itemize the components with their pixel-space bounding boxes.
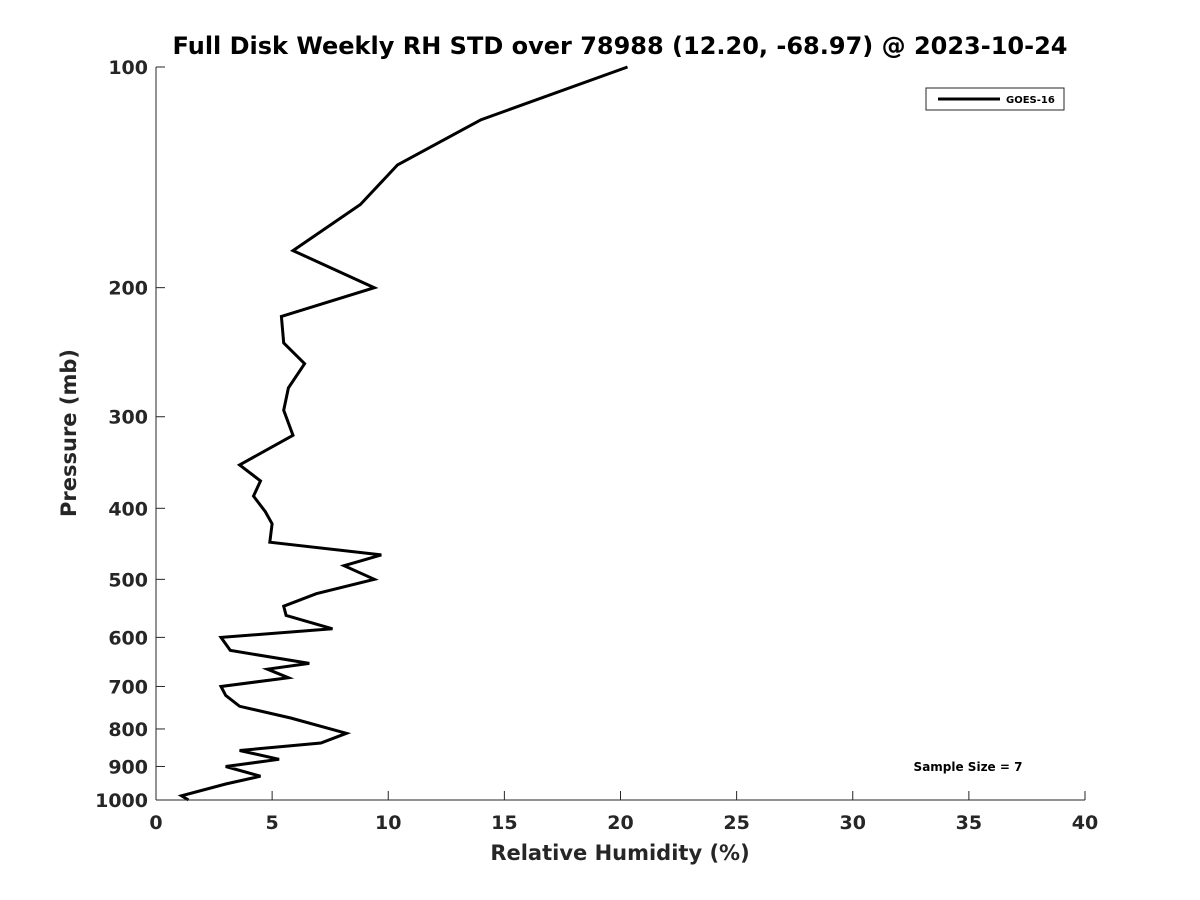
y-tick-label: 900: [108, 756, 148, 778]
axes: 0 5 10 15 20 25 30 35 40 100 200 300 400 500 600 700 80…: [95, 57, 1098, 834]
x-tick-label: 15: [491, 812, 517, 834]
x-tick-label: 35: [956, 812, 982, 834]
chart-title: Full Disk Weekly RH STD over 78988 (12.2…: [173, 32, 1068, 60]
legend: GOES-16: [925, 87, 1065, 111]
y-tick-label: 600: [108, 627, 148, 649]
y-tick-label: 500: [108, 569, 148, 591]
legend-entry-goes-16: GOES-16: [1006, 95, 1055, 106]
plot-area: [177, 65, 629, 802]
x-tick-label: 0: [149, 812, 162, 834]
sample-size-annotation: Sample Size = 7: [914, 760, 1023, 774]
x-axis-label: Relative Humidity (%): [490, 841, 749, 865]
y-tick-label: 700: [108, 676, 148, 698]
x-tick-label: 40: [1072, 812, 1098, 834]
y-tick-label: 200: [108, 278, 148, 300]
x-tick-label: 30: [840, 812, 866, 834]
series-line-goes-16: [177, 65, 629, 802]
y-axis-label: Pressure (mb): [57, 349, 81, 517]
x-tick-label: 20: [607, 812, 633, 834]
x-tick-label: 10: [375, 812, 401, 834]
y-tick-label: 100: [108, 57, 148, 79]
x-tick-label: 5: [266, 812, 279, 834]
y-tick-label: 400: [108, 498, 148, 520]
x-ticks: 0 5 10 15 20 25 30 35 40: [149, 791, 1098, 834]
y-tick-label: 300: [108, 407, 148, 429]
y-tick-label: 800: [108, 719, 148, 741]
y-tick-label: 1000: [95, 790, 148, 812]
x-tick-label: 25: [723, 812, 749, 834]
y-ticks: 100 200 300 400 500 600 700 800 900 1000: [95, 57, 165, 812]
